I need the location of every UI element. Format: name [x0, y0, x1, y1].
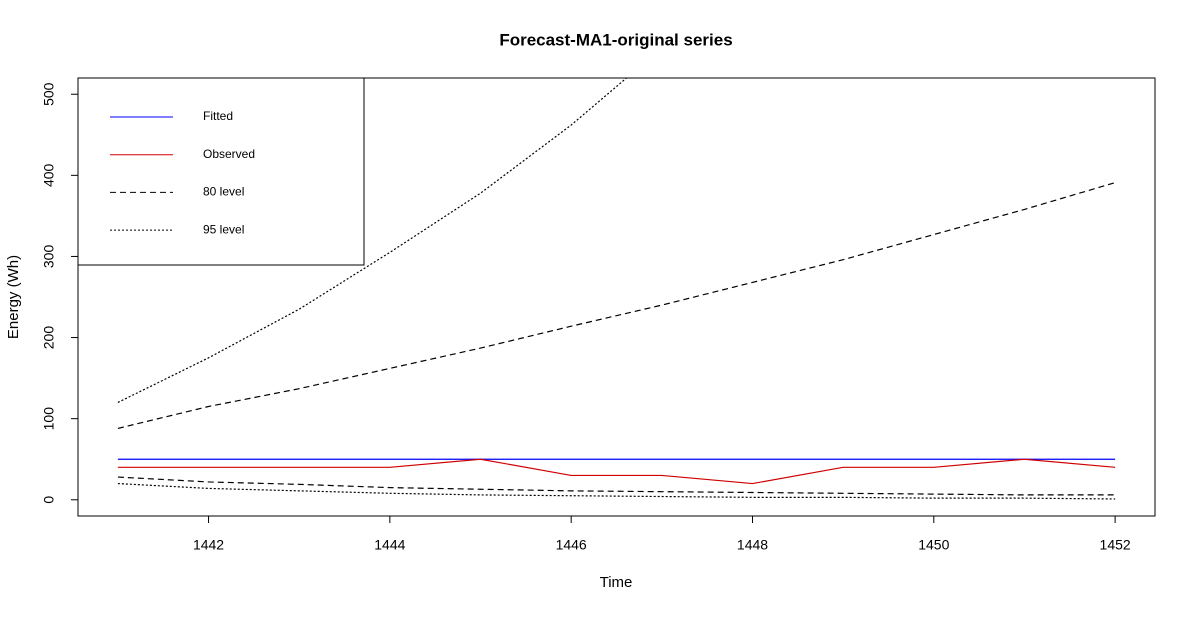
- y-tick-label: 100: [41, 407, 57, 431]
- plot-area: [117, 78, 1116, 500]
- series-line: [117, 476, 1116, 496]
- legend-label: Observed: [203, 147, 255, 161]
- x-tick-label: 1448: [737, 537, 768, 553]
- y-tick-label: 300: [41, 245, 57, 269]
- y-tick-label: 0: [41, 496, 57, 504]
- legend-label: 95 level: [203, 222, 244, 236]
- x-tick-label: 1442: [193, 537, 224, 553]
- y-tick-label: 500: [41, 82, 57, 106]
- chart-title: Forecast-MA1-original series: [499, 30, 732, 49]
- plot-frame: [77, 77, 1156, 517]
- legend-box: [77, 77, 365, 266]
- series-line: [117, 78, 628, 403]
- x-tick-label: 1452: [1100, 537, 1131, 553]
- y-axis-label: Energy (Wh): [5, 255, 22, 339]
- legend-label: 80 level: [203, 185, 244, 199]
- series-line: [117, 458, 1116, 485]
- series-line: [117, 482, 1116, 500]
- legend-label: Fitted: [203, 109, 233, 123]
- x-tick-label: 1444: [374, 537, 405, 553]
- x-tick-label: 1446: [556, 537, 587, 553]
- x-axis-label: Time: [600, 574, 633, 591]
- series-line: [117, 182, 1116, 429]
- y-tick-label: 200: [41, 326, 57, 350]
- y-tick-label: 400: [41, 163, 57, 187]
- x-tick-label: 1450: [918, 537, 949, 553]
